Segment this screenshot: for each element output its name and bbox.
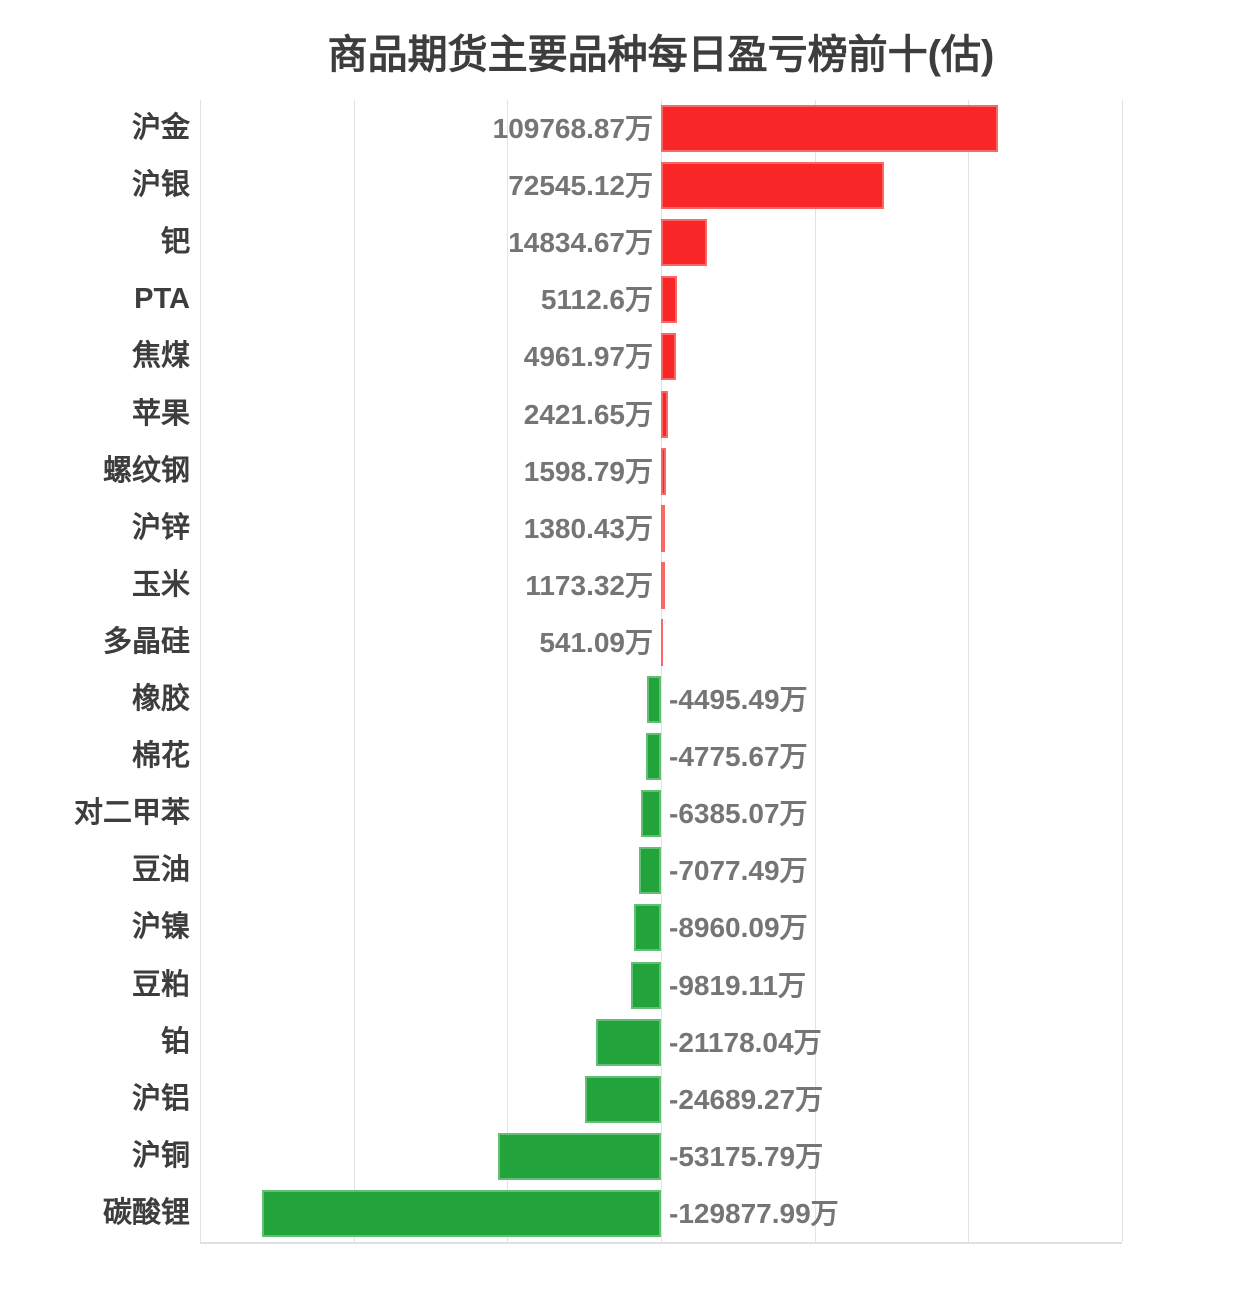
- value-label: -4775.67万: [669, 741, 808, 773]
- grid-line: [968, 100, 970, 1242]
- bar-row: 109768.87万: [200, 100, 1122, 157]
- grid-line: [200, 100, 201, 1242]
- category-label: PTA: [134, 283, 190, 316]
- bar-row: -7077.49万: [200, 842, 1122, 899]
- positive-bar[interactable]: [661, 105, 999, 153]
- category-label: 豆油: [131, 854, 190, 887]
- negative-bar[interactable]: [646, 733, 661, 781]
- negative-bar[interactable]: [261, 1189, 661, 1237]
- value-label: -53175.79万: [669, 1140, 824, 1172]
- bar-row: 541.09万: [200, 614, 1122, 671]
- bar-row: 72545.12万: [200, 157, 1122, 214]
- bar-row: 4961.97万: [200, 328, 1122, 385]
- negative-bar[interactable]: [630, 961, 661, 1009]
- category-label: 碳酸锂: [102, 1196, 190, 1229]
- category-label: 沪锌: [131, 511, 190, 544]
- positive-bar[interactable]: [661, 447, 666, 495]
- category-label: 苹果: [131, 397, 190, 430]
- category-label: 沪银: [131, 169, 190, 202]
- value-label: -4495.49万: [669, 684, 808, 715]
- negative-bar[interactable]: [647, 676, 661, 724]
- category-label: 对二甲苯: [73, 797, 190, 830]
- category-label: 焦煤: [131, 340, 190, 373]
- bar-row: -4775.67万: [200, 728, 1122, 785]
- positive-bar[interactable]: [661, 618, 663, 666]
- negative-bar[interactable]: [641, 790, 661, 838]
- x-axis-line: [200, 1242, 1122, 1244]
- value-label: -9819.11万: [669, 969, 806, 1001]
- bar-row: -8960.09万: [200, 899, 1122, 956]
- category-label: 多晶硅: [102, 625, 190, 658]
- value-label: -21178.04万: [669, 1026, 822, 1058]
- value-label: 1598.79万: [523, 455, 653, 487]
- category-label: 沪铜: [131, 1139, 190, 1172]
- grid-line: [353, 100, 355, 1242]
- value-label: 5112.6万: [540, 284, 653, 316]
- positive-bar[interactable]: [661, 162, 884, 210]
- category-label: 棉花: [131, 740, 190, 773]
- category-label: 豆粕: [131, 968, 190, 1001]
- bar-row: -9819.11万: [200, 957, 1122, 1014]
- category-label: 沪金: [131, 112, 190, 144]
- positive-bar[interactable]: [661, 219, 707, 267]
- bar-row: 1173.32万: [200, 557, 1122, 614]
- positive-bar[interactable]: [661, 561, 665, 609]
- bar-row: -24689.27万: [200, 1071, 1122, 1128]
- negative-bar[interactable]: [497, 1132, 661, 1180]
- value-label: -7077.49万: [669, 855, 808, 887]
- category-label: 沪铝: [131, 1082, 190, 1115]
- value-label: -129877.99万: [669, 1197, 839, 1229]
- value-label: -6385.07万: [669, 798, 808, 830]
- negative-bar[interactable]: [595, 1018, 661, 1066]
- category-label: 钯: [160, 226, 190, 259]
- bar-row: 14834.67万: [200, 214, 1122, 271]
- negative-bar[interactable]: [633, 904, 661, 952]
- bar-row: 5112.6万: [200, 271, 1122, 328]
- category-label: 玉米: [131, 568, 190, 601]
- negative-bar[interactable]: [639, 847, 661, 895]
- value-label: 2421.65万: [523, 398, 653, 430]
- grid-line: [1122, 100, 1123, 1242]
- category-label: 沪镍: [131, 911, 190, 944]
- chart-title: 商品期货主要品种每日盈亏榜前十(估): [327, 33, 995, 77]
- category-label: 螺纹钢: [102, 454, 190, 487]
- value-label: 1173.32万: [525, 569, 653, 601]
- grid-line: [814, 100, 816, 1242]
- positive-bar[interactable]: [661, 276, 677, 324]
- value-label: -24689.27万: [669, 1083, 824, 1115]
- y-axis-category-labels: 沪金沪银钯 PTA 焦煤苹果螺纹钢沪锌玉米多晶硅橡胶棉花对二甲苯豆油沪镍豆粕铂沪铝沪…: [0, 100, 190, 1242]
- bar-row: 2421.65万: [200, 386, 1122, 443]
- bar-row: 1380.43万: [200, 500, 1122, 557]
- value-label: 109768.87万: [492, 113, 653, 144]
- value-label: 72545.12万: [508, 170, 653, 202]
- plot-area: 109768.87万 72545.12万 14834.67万 5112.6万 4961.…: [200, 100, 1123, 1244]
- value-label: -8960.09万: [669, 912, 808, 944]
- positive-bar[interactable]: [661, 333, 677, 381]
- bar-row: -6385.07万: [200, 785, 1122, 842]
- bar-row: -21178.04万: [200, 1014, 1122, 1071]
- bar-row: -53175.79万: [200, 1128, 1122, 1185]
- value-label: 541.09万: [539, 626, 653, 658]
- negative-bar[interactable]: [585, 1075, 661, 1123]
- category-label: 铂: [160, 1025, 190, 1058]
- positive-bar[interactable]: [661, 504, 666, 552]
- category-label: 橡胶: [131, 683, 190, 715]
- bar-row: -4495.49万: [200, 671, 1122, 728]
- bar-row: -129877.99万: [200, 1185, 1122, 1242]
- bar-row: 1598.79万: [200, 443, 1122, 500]
- value-label: 14834.67万: [508, 227, 653, 259]
- grid-line: [661, 100, 662, 1242]
- value-label: 1380.43万: [523, 512, 653, 544]
- positive-bar[interactable]: [661, 390, 669, 438]
- value-label: 4961.97万: [523, 341, 653, 373]
- grid-line: [507, 100, 509, 1242]
